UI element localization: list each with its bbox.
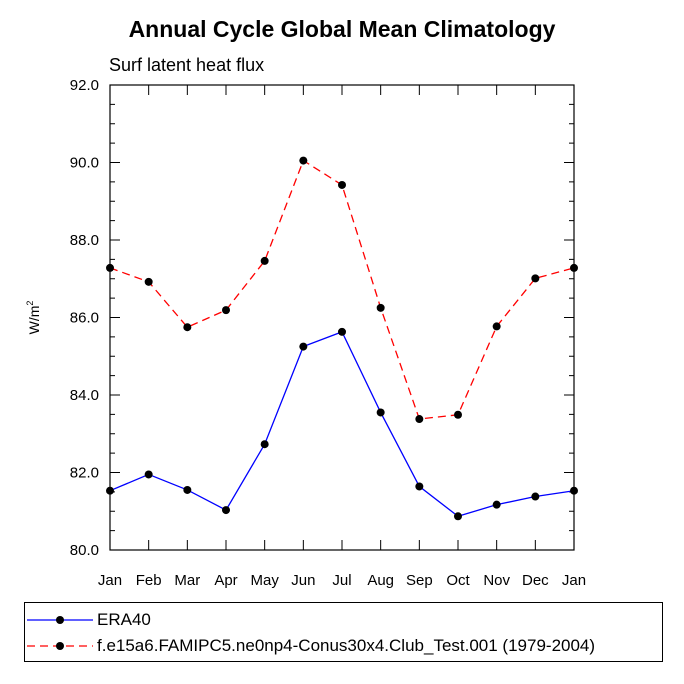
x-tick-label: Jan [98,572,122,589]
legend-label-era40: ERA40 [97,610,151,629]
series-point-1 [183,323,192,332]
series-point-0 [183,485,192,494]
x-tick-label: Mar [174,572,200,589]
series-line-0 [109,331,575,518]
series-point-1 [260,256,269,265]
chart-title: Annual Cycle Global Mean Climatology [129,16,556,42]
series-point-0 [106,486,114,495]
series-point-0 [570,486,578,495]
legend-label-model: f.e15a6.FAMIPC5.ne0np4-Conus30x4.Club_Te… [97,636,596,655]
series-point-1 [415,415,424,424]
y-tick-label: 86.0 [70,310,99,327]
y-tick-label: 82.0 [70,465,99,482]
y-tick-label: 84.0 [70,387,99,404]
x-tick-label: Jun [291,572,315,589]
series-point-0 [222,506,230,515]
series-point-1 [376,303,385,312]
x-tick-label: Oct [446,572,470,589]
series-point-1 [299,156,308,165]
series-point-1 [492,322,501,331]
series-point-0 [492,500,501,509]
x-tick-label: Aug [367,572,394,589]
x-tick-label: Feb [136,572,162,589]
y-tick-label: 90.0 [70,155,99,172]
legend-item-era40: ERA40 [25,608,662,632]
y-tick-label: 88.0 [70,232,99,249]
x-tick-label: Dec [522,572,549,589]
series-point-0 [415,482,424,491]
x-tick-label: Apr [214,572,237,589]
x-tick-label: May [250,572,279,589]
y-tick-label: 92.0 [70,77,99,94]
chart-subtitle: Surf latent heat flux [109,55,264,75]
legend-item-model: f.e15a6.FAMIPC5.ne0np4-Conus30x4.Club_Te… [25,634,662,658]
series-line-1 [109,159,575,420]
y-axis-label: W/m2 [25,301,42,335]
series-point-1 [222,306,230,315]
x-tick-label: Sep [406,572,433,589]
series-point-1 [338,180,346,189]
series-point-1 [531,274,540,283]
series-point-1 [144,277,153,286]
series-point-0 [338,327,346,336]
plot-frame [109,84,575,551]
x-tick-label: Jan [562,572,586,589]
series-point-1 [570,263,578,272]
series-point-0 [260,440,269,449]
x-tick-label: Jul [332,572,351,589]
series-point-0 [299,342,308,351]
legend: ERA40 f.e15a6.FAMIPC5.ne0np4-Conus30x4.C… [24,602,663,662]
series-point-0 [376,408,385,417]
x-tick-label: Nov [483,572,510,589]
legend-swatch-model [27,642,93,650]
series-point-0 [454,512,462,521]
legend-swatch-era40 [27,616,93,624]
y-tick-label: 80.0 [70,542,99,559]
series-point-0 [531,492,540,501]
series-point-0 [144,470,153,479]
series-point-1 [106,263,114,272]
series-point-1 [454,410,462,419]
